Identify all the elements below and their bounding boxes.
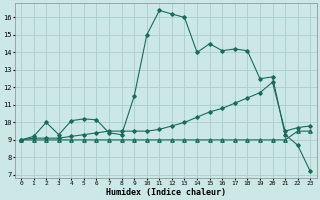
X-axis label: Humidex (Indice chaleur): Humidex (Indice chaleur) <box>106 188 226 197</box>
